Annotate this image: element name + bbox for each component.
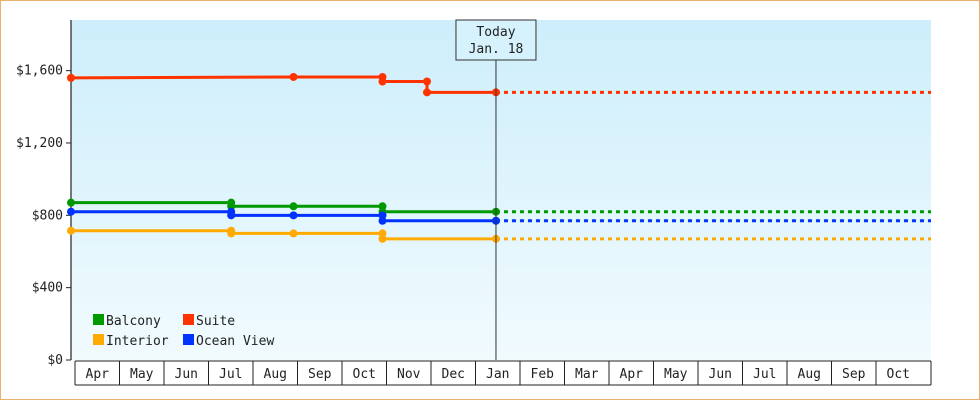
- x-tick-label: Jun: [709, 367, 732, 382]
- y-tick-label: $1,600: [16, 64, 63, 79]
- series-point: [378, 216, 387, 225]
- x-tick-label: Apr: [86, 367, 110, 382]
- y-tick-label: $400: [32, 281, 63, 296]
- legend-label: Ocean View: [196, 334, 274, 349]
- series-point: [227, 211, 236, 220]
- series-ocean-view: [67, 207, 931, 225]
- x-tick-label: Aug: [264, 367, 287, 382]
- x-tick-label: Jun: [175, 367, 198, 382]
- series-point: [67, 198, 75, 207]
- series-suite: [67, 72, 931, 97]
- axes: $0 $400 $800 $1,200 $1,600 Apr May Jun Jul Aug Sep…: [16, 20, 932, 386]
- x-tick-label: Jul: [219, 367, 242, 382]
- today-box: [455, 19, 537, 61]
- legend-swatch: [93, 314, 104, 325]
- series-point: [289, 72, 298, 81]
- legend-item: Balcony: [93, 314, 161, 329]
- x-tick-label: Apr: [620, 367, 644, 382]
- legend-item: Ocean View: [183, 334, 274, 349]
- today-label: Today: [476, 25, 515, 40]
- legend-item: Suite: [183, 314, 235, 329]
- x-tick-label: Sep: [842, 367, 866, 382]
- today-marker: Today Jan. 18: [455, 19, 537, 360]
- x-tick-label: Jan: [486, 367, 509, 382]
- series-point: [289, 202, 298, 211]
- legend-swatch: [183, 334, 194, 345]
- series-point: [423, 77, 431, 86]
- y-tick-label: $1,200: [16, 136, 63, 151]
- series-point: [423, 88, 431, 97]
- series-point: [67, 226, 75, 235]
- plot-area: [71, 20, 931, 360]
- legend-label: Suite: [196, 314, 235, 329]
- x-tick-label: Oct: [353, 367, 376, 382]
- series-lines: [67, 72, 931, 243]
- x-tick-label: Sep: [308, 367, 332, 382]
- series-point: [378, 77, 387, 86]
- x-tick-label: Jul: [753, 367, 776, 382]
- legend-label: Interior: [106, 334, 169, 349]
- series-point: [67, 73, 75, 82]
- legend-item: Interior: [93, 334, 169, 349]
- x-tick-label: Aug: [798, 367, 821, 382]
- series-point: [67, 207, 75, 216]
- y-tick-label: $0: [47, 353, 63, 368]
- x-tick-label: May: [664, 367, 688, 382]
- x-tick-label: Nov: [397, 367, 421, 382]
- series-point: [289, 229, 298, 238]
- today-date: Jan. 18: [469, 42, 524, 57]
- x-tick-label: Dec: [442, 367, 465, 382]
- x-tick-label: Oct: [887, 367, 910, 382]
- series-interior: [67, 226, 931, 243]
- y-tick-label: $800: [32, 208, 63, 223]
- x-tick-label: May: [130, 367, 154, 382]
- legend-swatch: [93, 334, 104, 345]
- series-point: [378, 234, 387, 243]
- legend-swatch: [183, 314, 194, 325]
- x-tick-label: Feb: [531, 367, 555, 382]
- series-point: [227, 229, 236, 238]
- legend-label: Balcony: [106, 314, 161, 329]
- x-tick-label: Mar: [575, 367, 599, 382]
- series-point: [289, 211, 298, 220]
- legend: Balcony Suite Interior Ocean View: [93, 314, 274, 349]
